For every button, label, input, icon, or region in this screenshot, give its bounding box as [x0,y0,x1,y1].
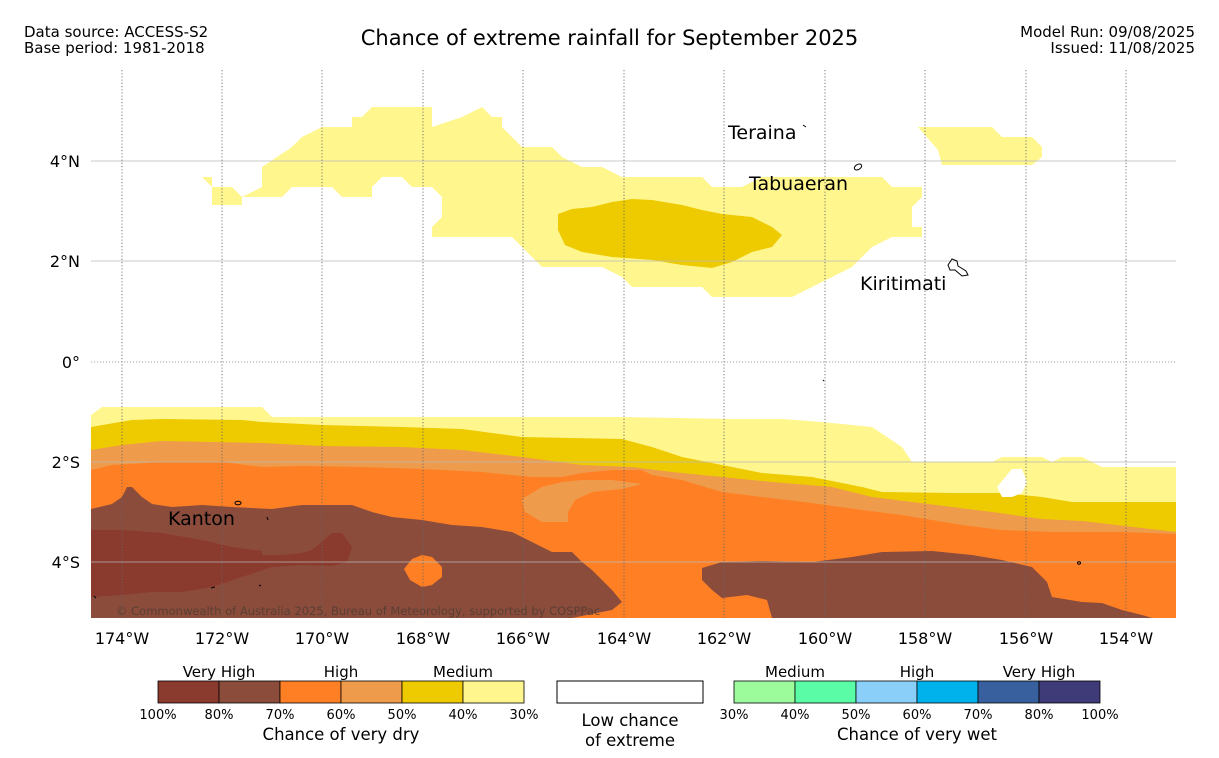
legend-wet-tick: 60% [903,708,932,723]
lat-label: 4°N [50,152,80,171]
lon-label: 170°W [295,629,350,648]
legend-wet-swatch [794,680,857,704]
legend-wet-swatch [855,680,918,704]
legend-wet-swatch [977,680,1040,704]
island-kiritimati [947,258,969,277]
lon-label: 168°W [396,629,451,648]
issued-label: Issued: 11/08/2025 [1050,39,1195,57]
map-title: Chance of extreme rainfall for September… [360,26,859,50]
region-south-west-brown [91,487,622,618]
lon-label: 156°W [999,629,1054,648]
lat-label: 2°N [50,252,80,271]
lon-label: 164°W [597,629,652,648]
island-teraina [802,124,807,128]
region-south-orange-hole [404,555,442,587]
lon-label: 154°W [1099,629,1154,648]
legend-dry-tick: 40% [449,708,478,723]
lon-label: 158°W [898,629,953,648]
base-period-label: Base period: 1981-2018 [24,39,205,57]
legend-dry-swatch [279,680,342,704]
island-tabuaeran [853,163,863,171]
model-run-label: Model Run: 09/08/2025 [1020,23,1195,41]
legend-dry-ticks: 100% 80% 70% 60% 50% 40% 30% [139,708,538,723]
legend-dry-category: High [324,663,358,681]
place-kanton: Kanton [168,508,235,530]
island-small-4 [93,595,97,599]
legend-wet-swatch [1038,680,1101,704]
lat-gridlines [91,160,1176,563]
legend-dry-tick: 50% [388,708,417,723]
copyright-notice: © Commonwealth of Australia 2025, Bureau… [116,604,600,618]
lon-axis-labels: 174°W 172°W 170°W 168°W 166°W 164°W 162°… [95,629,1154,648]
legend-dry-swatch [157,680,220,704]
legend-low-line1: Low chance [581,711,678,730]
lon-label: 174°W [95,629,150,648]
region-south-east-brown [702,551,1152,618]
region-south-light-orange-lobe [522,480,642,522]
data-source-label: Data source: ACCESS-S2 [24,23,209,41]
legend-dry-title: Chance of very dry [263,725,420,744]
legend-dry-tick: 80% [205,708,234,723]
legend-wet-category: High [900,663,934,681]
legend-dry-category: Medium [433,663,493,681]
legend-dry-swatch [340,680,403,704]
island-small-1 [266,516,269,521]
island-small-5 [822,379,825,382]
legend-wet-swatch [916,680,979,704]
legend-wet-swatch [733,680,796,704]
legend-wet: Medium High Very High 30% 40% 50% 60% 70% 80%… [720,663,1119,744]
legend-wet-tick: 40% [781,708,810,723]
legend-wet-tick: 70% [964,708,993,723]
legend-dry-swatch [401,680,464,704]
lon-label: 160°W [798,629,853,648]
legend-dry-tick: 100% [139,708,176,723]
region-north-light-yellow [202,107,922,297]
lat-label: 0° [62,353,80,372]
place-tabuaeran: Tabuaeran [748,173,848,195]
island-small-2 [210,586,216,589]
legend-wet-ticks: 30% 40% 50% 60% 70% 80% 100% [720,708,1119,723]
header-meta-left: Data source: ACCESS-S2 Base period: 1981… [24,24,208,56]
lat-label: 2°S [52,453,80,472]
legend-dry-tick: 30% [510,708,539,723]
legend-wet-tick: 100% [1081,708,1118,723]
legend-wet-category: Very High [1003,663,1076,681]
legend-dry: Very High High Medium 100% 80% 70% 60% 50% 40… [139,663,538,744]
legend-dry-swatch [462,680,525,704]
lat-label: 4°S [52,553,80,572]
island-small-3 [258,584,262,587]
map-area: Teraina Tabuaeran Kiritimati Kanton © Co… [91,70,1176,618]
region-south-west-dark-brown [91,530,352,597]
legend-low-swatch [556,680,704,704]
legend-dry-tick: 70% [266,708,295,723]
legend-wet-tick: 80% [1025,708,1054,723]
islands [93,124,1081,599]
legend-wet-category: Medium [765,663,825,681]
lon-label: 172°W [195,629,250,648]
legend-dry-category: Very High [183,663,256,681]
legend-wet-swatches [733,680,1101,704]
lon-label: 166°W [496,629,551,648]
header-meta-right: Model Run: 09/08/2025 Issued: 11/08/2025 [1020,24,1195,56]
region-low-chance-gap [997,469,1027,497]
place-kiritimati: Kiritimati [860,273,946,295]
lat-axis-labels: 4°N 2°N 0° 2°S 4°S [50,152,80,572]
lon-label: 162°W [697,629,752,648]
legend-dry-tick: 60% [327,708,356,723]
legend-wet-tick: 30% [720,708,749,723]
region-north-gold [558,199,782,268]
region-north-east-light-yellow [918,127,1042,165]
island-small-6 [1077,561,1081,565]
legend-dry-swatch [218,680,281,704]
island-kanton [234,500,242,506]
legend-wet-title: Chance of very wet [837,725,998,744]
legend-dry-swatches [157,680,525,704]
legend-low-line2: of extreme [585,731,675,750]
legend-low-chance: Low chance of extreme [556,680,704,750]
place-teraina: Teraina [727,122,797,144]
legend-wet-tick: 50% [842,708,871,723]
